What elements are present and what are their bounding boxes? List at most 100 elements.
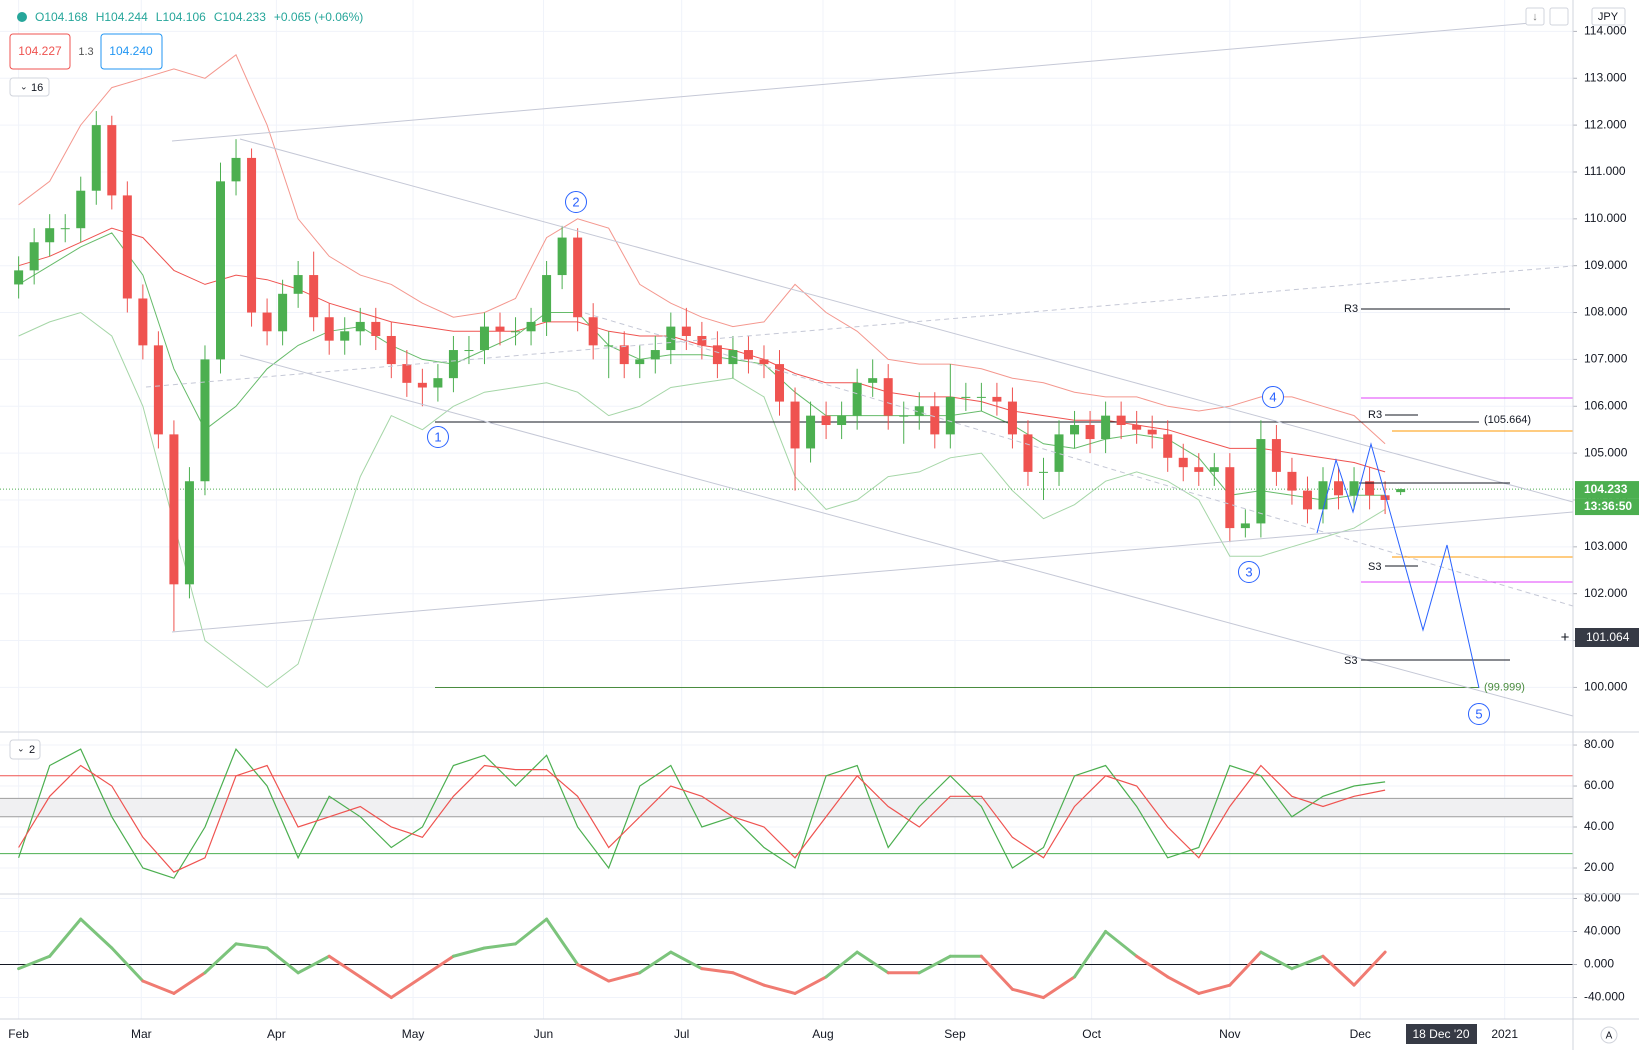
candle-body — [526, 321, 536, 332]
candle-body — [91, 125, 101, 191]
buy-button[interactable] — [100, 33, 163, 70]
auto-scale-button[interactable] — [1600, 1026, 1618, 1044]
x-tick-label: Sep — [944, 1027, 966, 1041]
y-tick-label: 111.000 — [1584, 164, 1626, 178]
candle-body — [355, 321, 365, 332]
y-tick-label: 112.000 — [1584, 117, 1627, 131]
candle-body — [635, 359, 645, 365]
candle-body — [1085, 425, 1095, 440]
indicators-toggle[interactable] — [9, 77, 50, 97]
candle-body — [215, 181, 225, 360]
candle-body — [775, 364, 785, 402]
fullscreen-button[interactable] — [1549, 7, 1569, 26]
cursor-date: 18 Dec '20 — [1413, 1027, 1470, 1041]
candle-body — [1163, 434, 1173, 458]
trend-line — [145, 265, 1574, 388]
oscillator-segment — [1259, 950, 1294, 971]
indicator-count[interactable]: 16 — [31, 82, 43, 94]
y-tick-label: 107.000 — [1584, 352, 1628, 366]
y-tick-label: 103.000 — [1584, 539, 1628, 553]
line — [18, 747, 1386, 879]
scroll-button[interactable] — [1525, 7, 1545, 26]
candle-body — [433, 378, 443, 388]
oscillator-segment — [420, 954, 455, 979]
candle-body — [386, 335, 396, 365]
oscillator-segment — [731, 971, 766, 987]
oscillator-segment — [669, 950, 704, 971]
oscillator-segment — [700, 967, 735, 975]
oscillator-segment — [1321, 954, 1356, 987]
candle-body — [883, 378, 893, 416]
candle-body — [14, 270, 24, 285]
candle-body — [464, 350, 474, 352]
level-label: (99.999) — [1484, 681, 1525, 693]
drawings: 1 2 3 4 5 R3 R3 S3 S3 — [145, 22, 1574, 725]
countdown: 13:36:50 — [1584, 499, 1632, 513]
candle-body — [184, 481, 194, 585]
candle-body — [1038, 471, 1048, 473]
candle-body — [821, 415, 831, 426]
candle-body — [1225, 467, 1235, 529]
caret[interactable]: ⌄ — [20, 81, 28, 91]
trend-line — [171, 22, 1532, 142]
candle-body — [1101, 415, 1111, 440]
x-tick-label: Aug — [812, 1027, 833, 1041]
candle-body — [573, 237, 583, 318]
oscillator-segment — [482, 942, 518, 950]
y-tick-label: 20.00 — [1584, 860, 1614, 874]
candle-body — [945, 396, 955, 435]
oscillator-segment — [607, 971, 642, 983]
trend-line — [239, 138, 1574, 503]
oscillator-toggle[interactable] — [9, 739, 41, 760]
candle-body — [1116, 415, 1126, 426]
auto-scale[interactable]: A — [1606, 1031, 1613, 1042]
wave-circle — [565, 191, 587, 213]
wave-label: 3 — [1245, 564, 1252, 579]
candle-body — [650, 350, 660, 360]
candle-body — [914, 406, 924, 416]
x-tick-label: Oct — [1082, 1027, 1101, 1041]
candle-body — [138, 298, 148, 346]
icon[interactable]: ↓ — [1532, 11, 1538, 23]
currency[interactable]: JPY — [1598, 11, 1619, 23]
bid-price[interactable]: 104.227 — [18, 44, 62, 58]
y-tick-label: 109.000 — [1584, 258, 1628, 272]
oscillator-segment — [1135, 954, 1170, 979]
oscillator-segment — [1010, 987, 1045, 1000]
oscillator-segment — [917, 954, 952, 975]
y-tick-label: 108.000 — [1584, 305, 1628, 319]
caret[interactable]: ⌄ — [17, 743, 25, 753]
currency-box[interactable] — [1591, 7, 1626, 26]
ask-price[interactable]: 104.240 — [109, 44, 153, 58]
candle-body — [542, 275, 552, 322]
crosshair: + — [1561, 629, 1570, 646]
y-tick-label: 106.000 — [1584, 398, 1628, 412]
candle-body — [930, 406, 940, 435]
ohlc-value: H104.244 — [96, 10, 148, 24]
candle-body — [107, 125, 117, 196]
oscillator-segment — [48, 917, 83, 958]
oscillator-segment — [389, 975, 424, 1000]
wave-circle — [1468, 703, 1490, 725]
oscillator-segment — [855, 950, 890, 975]
candle-body — [278, 293, 288, 332]
pivot-label: S3 — [1344, 655, 1357, 667]
y-tick-label: 80.00 — [1584, 737, 1614, 751]
oscillator-count[interactable]: 2 — [29, 744, 35, 756]
oscillator-segment — [979, 954, 1014, 991]
candle-body — [588, 317, 598, 346]
candle-body — [324, 317, 334, 341]
candle-body — [1132, 425, 1142, 430]
candle-body — [200, 359, 210, 482]
candle-body — [1302, 490, 1312, 510]
candle-body — [1240, 523, 1250, 529]
last-price-box — [1575, 481, 1639, 499]
sell-button[interactable] — [9, 33, 71, 70]
candle-body — [1147, 429, 1157, 435]
candle-body — [45, 228, 55, 243]
y-tick-label: 105.000 — [1584, 445, 1628, 459]
y-tick-label: 102.000 — [1584, 586, 1628, 600]
oscillator-segment — [358, 975, 393, 1000]
oscillator-segment — [1073, 929, 1108, 979]
